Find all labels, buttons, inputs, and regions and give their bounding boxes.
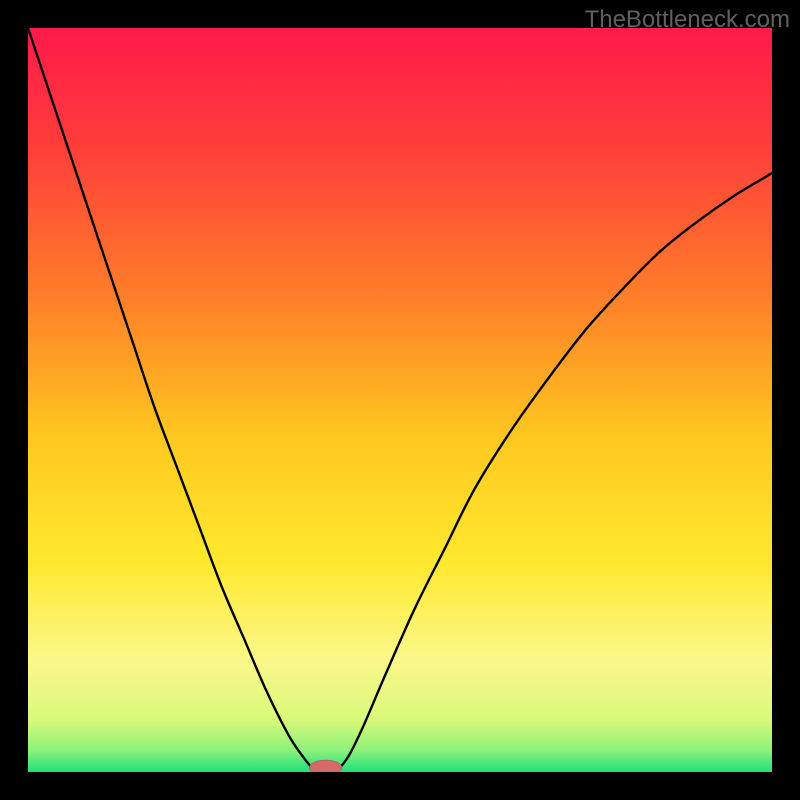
- plot-svg: [28, 28, 772, 772]
- chart-container: TheBottleneck.com: [0, 0, 800, 800]
- gradient-background: [28, 28, 772, 772]
- watermark-text: TheBottleneck.com: [585, 6, 790, 34]
- plot-area: [28, 28, 772, 772]
